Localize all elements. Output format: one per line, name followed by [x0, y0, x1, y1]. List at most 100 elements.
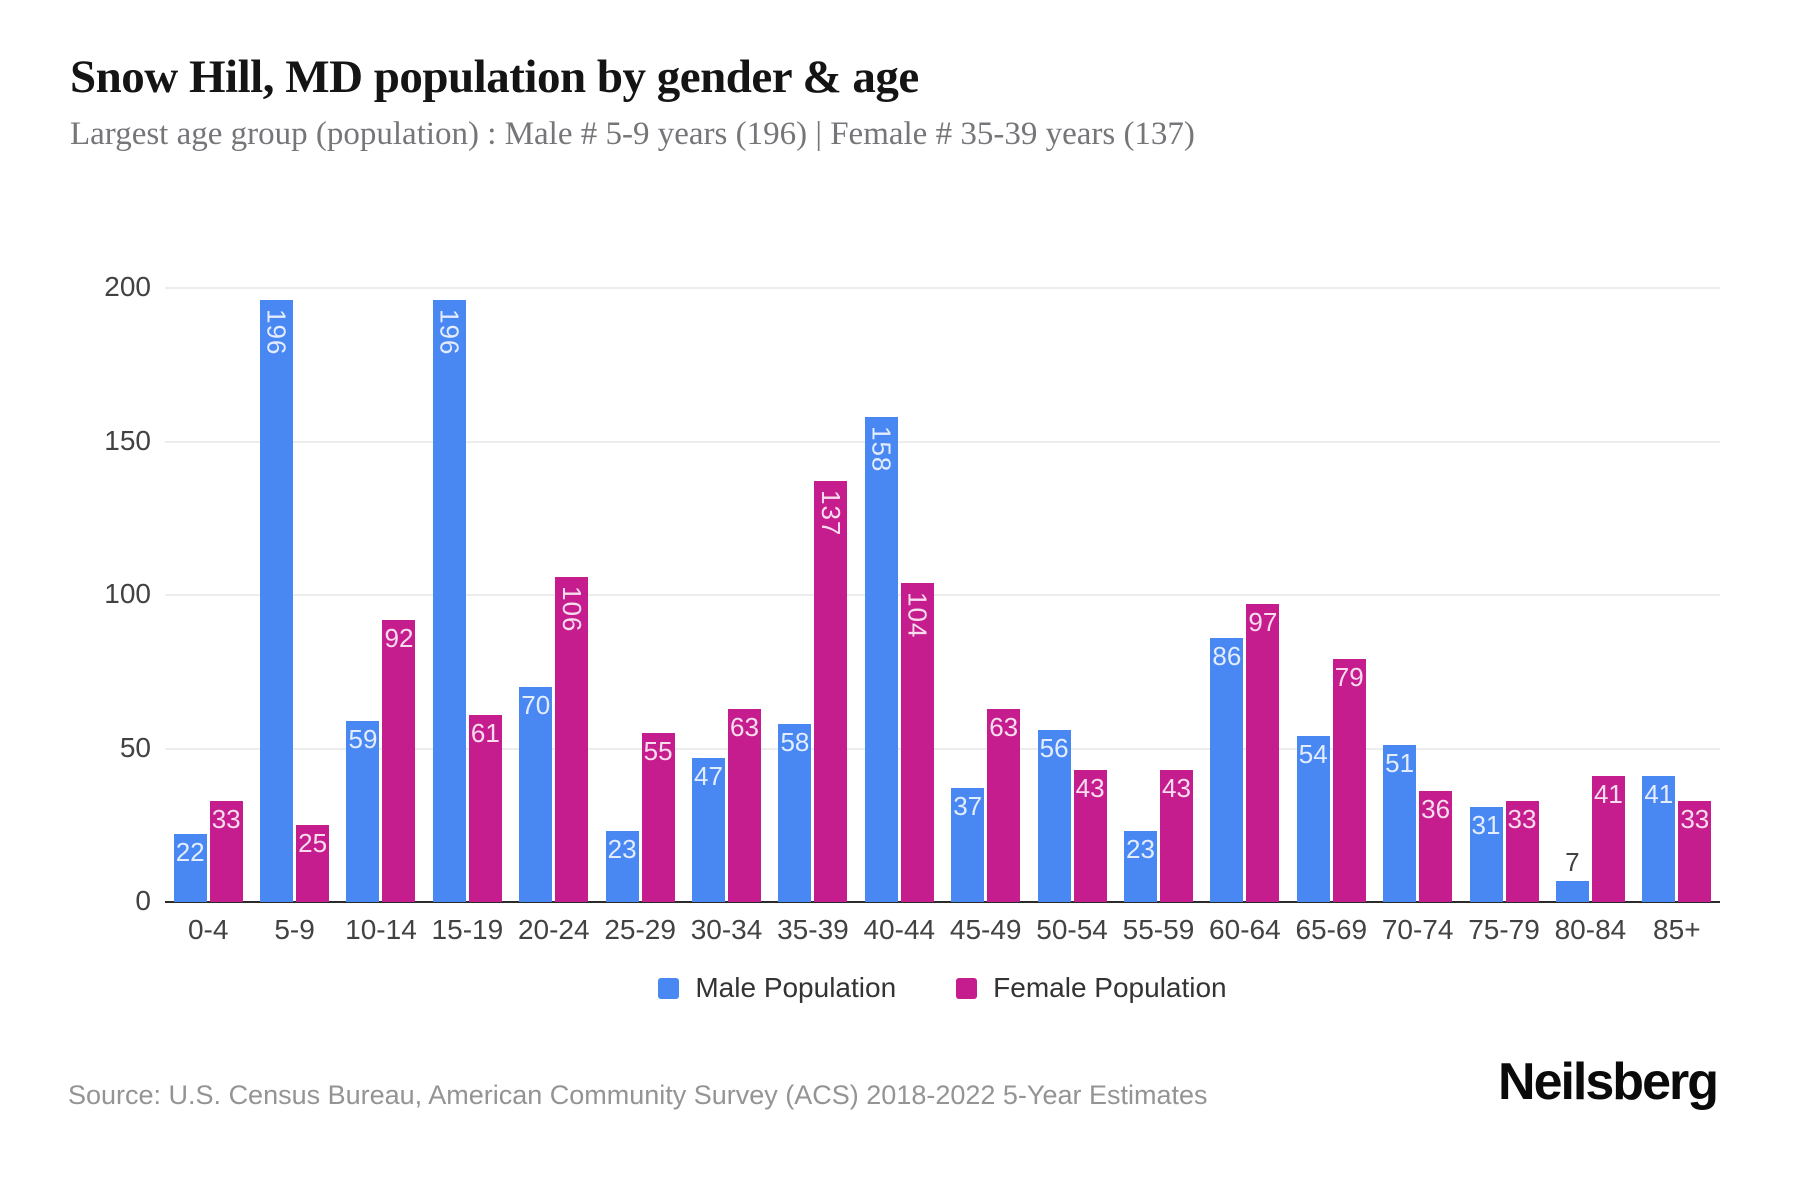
- bar-male-0-4[interactable]: 22: [173, 834, 207, 902]
- female-legend-swatch: [956, 977, 978, 999]
- bar-male-80-84[interactable]: 7: [1555, 849, 1589, 902]
- bar-value-label: 41: [1593, 779, 1623, 810]
- bar-value-label: 41: [1644, 779, 1674, 810]
- bar-value-label: 97: [1248, 607, 1278, 638]
- y-tick-label-200: 200: [104, 271, 151, 302]
- bar-value-label: 106: [556, 585, 587, 632]
- bar-value-label: 61: [470, 717, 500, 748]
- bar-male-30-34[interactable]: 47: [692, 757, 726, 902]
- gridline-200: [165, 287, 1720, 289]
- bar-value-label: 23: [1126, 834, 1155, 865]
- bar-value-label: 58: [780, 726, 810, 757]
- bar-female-5-9[interactable]: 25: [296, 825, 330, 902]
- bar-female-60-64[interactable]: 97: [1246, 604, 1280, 902]
- x-tick-label-5-9: 5-9: [274, 914, 315, 945]
- legend: Male Population Female Population: [165, 972, 1720, 1004]
- bar-value-label: 51: [1385, 748, 1415, 779]
- x-tick-label-75-79: 75-79: [1468, 914, 1540, 945]
- bar-female-40-44[interactable]: 104: [900, 582, 934, 902]
- bar-value-label: 196: [261, 309, 292, 356]
- bar-value-label: 54: [1298, 739, 1328, 770]
- bar-female-35-39[interactable]: 137: [814, 481, 848, 902]
- bar-value-label: 23: [607, 834, 637, 865]
- legend-item-female[interactable]: Female Population: [956, 972, 1227, 1004]
- bar-female-45-49[interactable]: 63: [987, 708, 1021, 902]
- x-tick-label-25-29: 25-29: [604, 914, 676, 945]
- bar-female-25-29[interactable]: 55: [641, 733, 675, 902]
- x-axis-baseline: [165, 901, 1720, 903]
- legend-item-male[interactable]: Male Population: [658, 972, 896, 1004]
- bar-female-70-74[interactable]: 36: [1419, 791, 1453, 902]
- bar-female-0-4[interactable]: 33: [209, 800, 243, 902]
- bar-male-65-69[interactable]: 54: [1296, 736, 1330, 902]
- y-tick-label-0: 0: [135, 885, 151, 916]
- bar-value-label: 31: [1471, 809, 1501, 840]
- y-tick-label-150: 150: [104, 424, 151, 456]
- bar-value-label: 86: [1212, 640, 1242, 671]
- bar-male-45-49[interactable]: 37: [951, 788, 985, 902]
- bar-female-85+[interactable]: 33: [1678, 800, 1712, 902]
- bar-male-75-79[interactable]: 31: [1469, 806, 1503, 902]
- bar-value-label: 56: [1039, 733, 1069, 764]
- bar-male-60-64[interactable]: 86: [1210, 637, 1244, 902]
- bar-value-label: 37: [953, 791, 983, 822]
- bar-male-35-39[interactable]: 58: [778, 723, 812, 902]
- bar-value-label: 59: [348, 723, 378, 754]
- bar-value-label: 92: [384, 622, 414, 653]
- plot-area: 0 50 100 150 200 22 33 0-4 196 25 5-9 59 92 10-14 196 6…: [104, 273, 1720, 944]
- bar-value-label: 104: [902, 591, 933, 639]
- bar-value-label: 63: [989, 711, 1019, 742]
- bar-male-70-74[interactable]: 51: [1383, 745, 1417, 902]
- bar-female-10-14[interactable]: 92: [382, 619, 416, 902]
- bar-male-15-19[interactable]: 196: [432, 300, 466, 902]
- gridline-50: [165, 747, 1720, 750]
- bar-value-label: 137: [815, 490, 846, 537]
- bar-male-10-14[interactable]: 59: [346, 720, 380, 902]
- bar-value-label: 33: [1507, 803, 1537, 834]
- x-tick-label-45-49: 45-49: [949, 914, 1022, 945]
- bar-female-55-59[interactable]: 43: [1159, 770, 1193, 902]
- bar-value-label: 158: [866, 425, 897, 473]
- y-tick-label-50: 50: [119, 731, 151, 763]
- bar-value-label: 79: [1334, 662, 1364, 693]
- bar-value-label: 22: [175, 837, 205, 868]
- x-tick-label-30-34: 30-34: [690, 914, 763, 945]
- bar-female-50-54[interactable]: 43: [1073, 770, 1107, 902]
- bar-female-80-84[interactable]: 41: [1591, 776, 1625, 902]
- y-tick-label-100: 100: [104, 578, 151, 609]
- bar-female-75-79[interactable]: 33: [1505, 800, 1539, 902]
- male-legend-label: Male Population: [695, 972, 897, 1003]
- x-tick-label-80-84: 80-84: [1554, 914, 1627, 945]
- bar-male-5-9[interactable]: 196: [260, 300, 294, 902]
- x-tick-label-40-44: 40-44: [863, 914, 936, 945]
- bar-male-85+[interactable]: 41: [1642, 776, 1676, 902]
- bar-value-label: 63: [730, 711, 759, 742]
- bar-male-25-29[interactable]: 23: [605, 831, 639, 902]
- gridline-150: [165, 440, 1720, 443]
- bar-female-20-24[interactable]: 106: [555, 576, 589, 902]
- bar-female-65-69[interactable]: 79: [1332, 659, 1366, 902]
- x-tick-label-55-59: 55-59: [1122, 914, 1195, 945]
- x-tick-label-15-19: 15-19: [431, 914, 504, 945]
- bar-female-30-34[interactable]: 63: [728, 708, 762, 902]
- page-subtitle: Largest age group (population) : Male # …: [70, 116, 1195, 152]
- bar-value-label: 33: [1680, 803, 1710, 834]
- bar-value-label: 33: [211, 803, 241, 834]
- bar-value-label: 25: [298, 828, 328, 859]
- source-text: Source: U.S. Census Bureau, American Com…: [68, 1080, 1208, 1110]
- bar-female-15-19[interactable]: 61: [468, 714, 502, 902]
- x-tick-label-70-74: 70-74: [1381, 914, 1454, 945]
- bar-male-20-24[interactable]: 70: [519, 687, 553, 902]
- male-legend-swatch: [658, 977, 680, 999]
- brand-logo: Neilsberg: [1498, 1053, 1719, 1111]
- bar-value-label: 36: [1421, 794, 1451, 825]
- x-tick-label-60-64: 60-64: [1209, 914, 1281, 945]
- x-tick-label-0-4: 0-4: [187, 914, 229, 945]
- bar-value-label: 70: [521, 690, 551, 721]
- bar-value-label: 43: [1075, 773, 1105, 803]
- bar-male-55-59[interactable]: 23: [1123, 831, 1157, 902]
- bar-male-40-44[interactable]: 158: [864, 416, 898, 902]
- bar-male-50-54[interactable]: 56: [1037, 730, 1071, 902]
- page-title: Snow Hill, MD population by gender & age: [70, 51, 919, 103]
- female-legend-label: Female Population: [993, 972, 1227, 1003]
